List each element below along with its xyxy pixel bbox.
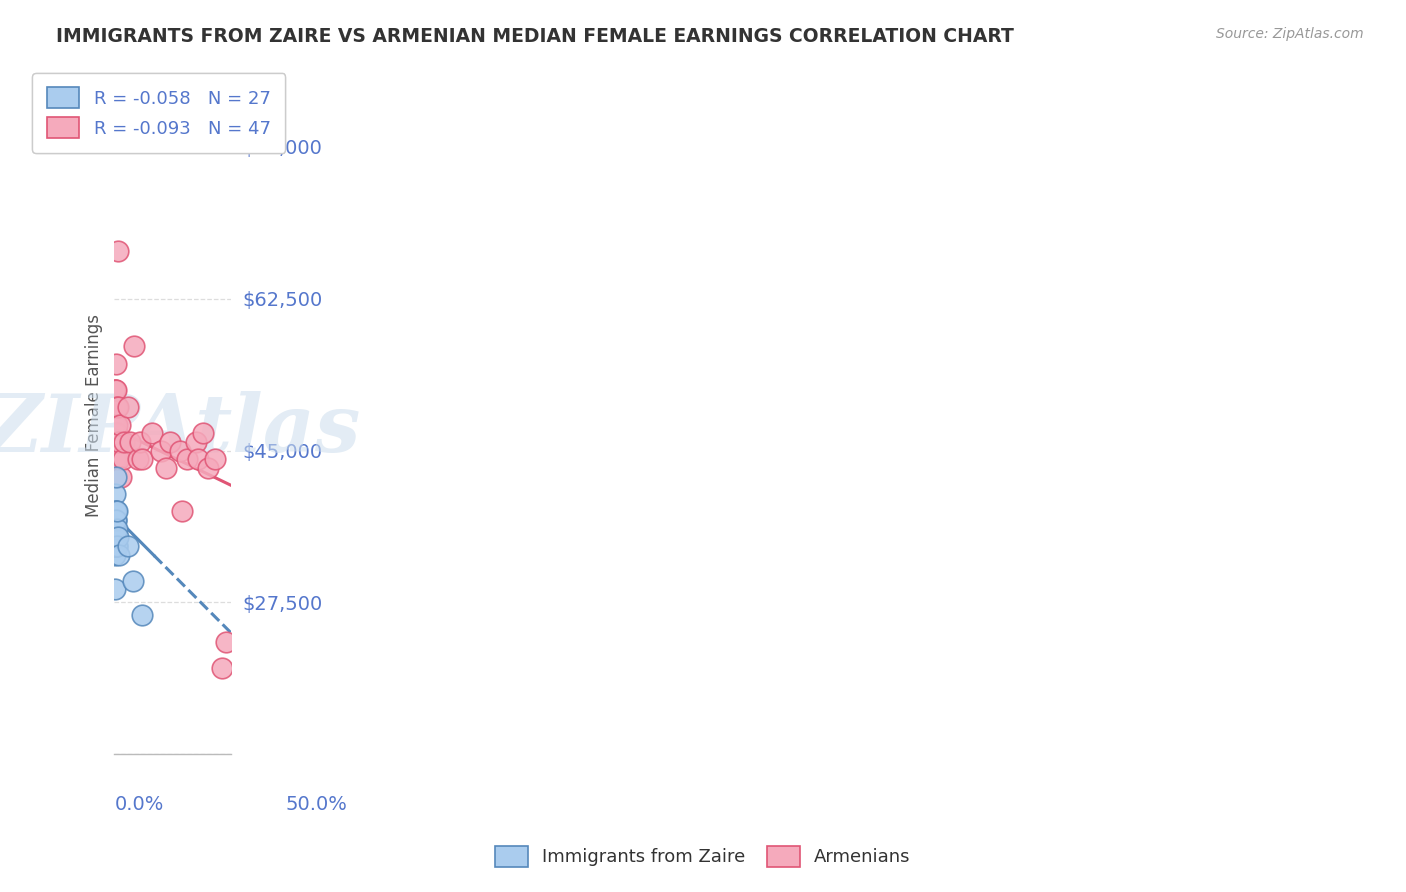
- Point: [150, 443, 173, 458]
- Point: [191, 426, 214, 441]
- Point: [104, 539, 127, 553]
- Point: [105, 417, 128, 432]
- Point: [129, 434, 152, 449]
- Point: [105, 539, 128, 553]
- Point: [105, 504, 128, 518]
- Point: [104, 513, 127, 527]
- Point: [141, 426, 163, 441]
- Point: [104, 434, 127, 449]
- Point: [108, 548, 131, 562]
- Point: [104, 383, 127, 397]
- Point: [105, 504, 128, 518]
- Point: [155, 461, 177, 475]
- Point: [104, 417, 127, 432]
- Point: [105, 434, 128, 449]
- Point: [104, 452, 127, 467]
- Point: [211, 660, 233, 674]
- Text: 50.0%: 50.0%: [285, 795, 347, 814]
- Point: [104, 504, 127, 518]
- Point: [105, 401, 128, 415]
- Point: [176, 452, 198, 467]
- Point: [104, 539, 127, 553]
- Point: [105, 426, 128, 441]
- Point: [117, 539, 139, 553]
- Text: ZIPAtlas: ZIPAtlas: [0, 391, 361, 468]
- Point: [197, 461, 219, 475]
- Point: [104, 530, 127, 544]
- Point: [104, 530, 127, 544]
- Point: [118, 434, 141, 449]
- Point: [117, 401, 139, 415]
- Point: [131, 608, 153, 623]
- Point: [104, 530, 127, 544]
- Point: [105, 513, 128, 527]
- Point: [127, 452, 149, 467]
- Point: [104, 383, 127, 397]
- Point: [187, 452, 209, 467]
- Point: [105, 426, 128, 441]
- Point: [105, 539, 128, 553]
- Point: [112, 434, 135, 449]
- Point: [111, 452, 134, 467]
- Point: [110, 417, 132, 432]
- Point: [159, 434, 181, 449]
- Y-axis label: Median Female Earnings: Median Female Earnings: [86, 314, 103, 517]
- Point: [104, 417, 127, 432]
- Point: [107, 452, 129, 467]
- Legend: Immigrants from Zaire, Armenians: Immigrants from Zaire, Armenians: [488, 838, 918, 874]
- Point: [105, 417, 128, 432]
- Point: [104, 522, 127, 536]
- Text: Source: ZipAtlas.com: Source: ZipAtlas.com: [1216, 27, 1364, 41]
- Point: [215, 634, 238, 648]
- Point: [204, 452, 226, 467]
- Point: [104, 452, 127, 467]
- Point: [104, 548, 127, 562]
- Point: [104, 582, 127, 597]
- Text: IMMIGRANTS FROM ZAIRE VS ARMENIAN MEDIAN FEMALE EARNINGS CORRELATION CHART: IMMIGRANTS FROM ZAIRE VS ARMENIAN MEDIAN…: [56, 27, 1014, 45]
- Point: [122, 339, 145, 353]
- Point: [131, 452, 153, 467]
- Point: [107, 244, 129, 258]
- Point: [169, 443, 191, 458]
- Legend: R = -0.058   N = 27, R = -0.093   N = 47: R = -0.058 N = 27, R = -0.093 N = 47: [32, 73, 285, 153]
- Point: [105, 452, 128, 467]
- Point: [104, 504, 127, 518]
- Point: [105, 530, 128, 544]
- Text: 0.0%: 0.0%: [114, 795, 163, 814]
- Point: [104, 417, 127, 432]
- Point: [107, 452, 129, 467]
- Point: [105, 522, 128, 536]
- Point: [184, 434, 207, 449]
- Point: [104, 487, 127, 501]
- Point: [104, 469, 127, 483]
- Point: [110, 469, 132, 483]
- Point: [107, 530, 129, 544]
- Point: [104, 383, 127, 397]
- Point: [105, 539, 128, 553]
- Point: [122, 574, 145, 588]
- Point: [104, 513, 127, 527]
- Point: [170, 504, 193, 518]
- Point: [107, 401, 129, 415]
- Point: [105, 357, 128, 371]
- Point: [108, 434, 131, 449]
- Point: [107, 434, 129, 449]
